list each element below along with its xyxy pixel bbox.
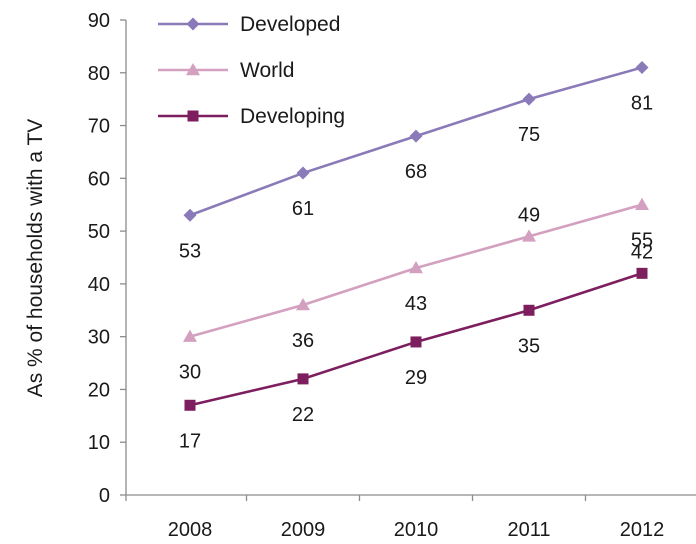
- legend-item-developing: Developing: [158, 105, 345, 128]
- x-tick-label: 2011: [507, 519, 550, 541]
- data-labels: 53 61 68 75 81 30 36 43 49 55 17 22 29 35 42: [179, 93, 653, 453]
- x-tick-label: 2010: [394, 519, 439, 541]
- data-point-developed: [522, 92, 536, 106]
- data-point-developed: [183, 208, 197, 222]
- legend-marker-developing: [187, 110, 199, 122]
- series-developing: [184, 267, 648, 411]
- data-label-world: 30: [179, 362, 201, 384]
- data-point-developed: [635, 61, 649, 74]
- series-developed: [183, 61, 649, 222]
- data-point-world: [522, 229, 536, 242]
- legend-marker-world: [186, 63, 200, 76]
- data-point-world: [635, 197, 649, 210]
- data-point-world: [296, 298, 310, 311]
- y-tick-label: 50: [88, 221, 110, 243]
- data-label-world: 49: [518, 204, 540, 226]
- y-tick-label: 80: [88, 63, 110, 85]
- data-label-developing: 17: [179, 430, 201, 452]
- y-tick-label: 30: [88, 327, 110, 349]
- legend-item-developed: Developed: [158, 13, 340, 36]
- data-label-world: 36: [292, 330, 314, 352]
- data-point-developing: [184, 399, 196, 411]
- data-label-developing: 29: [405, 367, 427, 389]
- legend-item-world: World: [158, 59, 294, 82]
- x-tick-label: 2009: [281, 519, 326, 541]
- data-point-world: [409, 261, 423, 274]
- data-label-developed: 68: [405, 161, 427, 183]
- legend-label-developing: Developing: [240, 105, 345, 128]
- data-label-developing: 22: [292, 404, 314, 426]
- data-point-developed: [409, 129, 423, 143]
- data-point-developing: [410, 336, 422, 348]
- y-tick-label: 60: [88, 168, 110, 190]
- axes: 0 10 20 30 40 50 60 70 80 90 2008 2009 2010 2011 2012: [88, 10, 696, 541]
- legend: Developed World Developing: [158, 13, 345, 128]
- y-axis-title: As % of households with a TV: [24, 119, 47, 398]
- data-label-developing: 35: [518, 335, 540, 357]
- y-tick-label: 10: [88, 432, 110, 454]
- y-tick-label: 20: [88, 379, 110, 401]
- data-label-developing: 42: [631, 241, 653, 263]
- y-tick-label: 0: [99, 485, 110, 507]
- data-point-developed: [296, 166, 310, 180]
- x-tick-label: 2008: [168, 519, 213, 541]
- legend-label-world: World: [240, 59, 294, 82]
- series-world: [183, 197, 649, 342]
- data-label-developed: 81: [631, 93, 653, 115]
- data-point-developing: [523, 304, 535, 316]
- series-layer: [183, 61, 649, 411]
- data-point-developing: [297, 373, 309, 385]
- data-label-developed: 53: [179, 240, 201, 262]
- data-point-developing: [636, 267, 648, 279]
- data-label-developed: 61: [292, 198, 314, 220]
- y-tick-label: 70: [88, 116, 110, 138]
- legend-marker-developed: [186, 17, 200, 31]
- legend-label-developed: Developed: [240, 13, 340, 36]
- y-tick-label: 90: [88, 10, 110, 32]
- y-tick-label: 40: [88, 274, 110, 296]
- data-label-world: 55: [631, 230, 653, 252]
- x-tick-label: 2012: [620, 519, 665, 541]
- data-label-developed: 75: [518, 124, 540, 146]
- data-point-world: [183, 329, 197, 342]
- data-label-world: 43: [405, 293, 427, 315]
